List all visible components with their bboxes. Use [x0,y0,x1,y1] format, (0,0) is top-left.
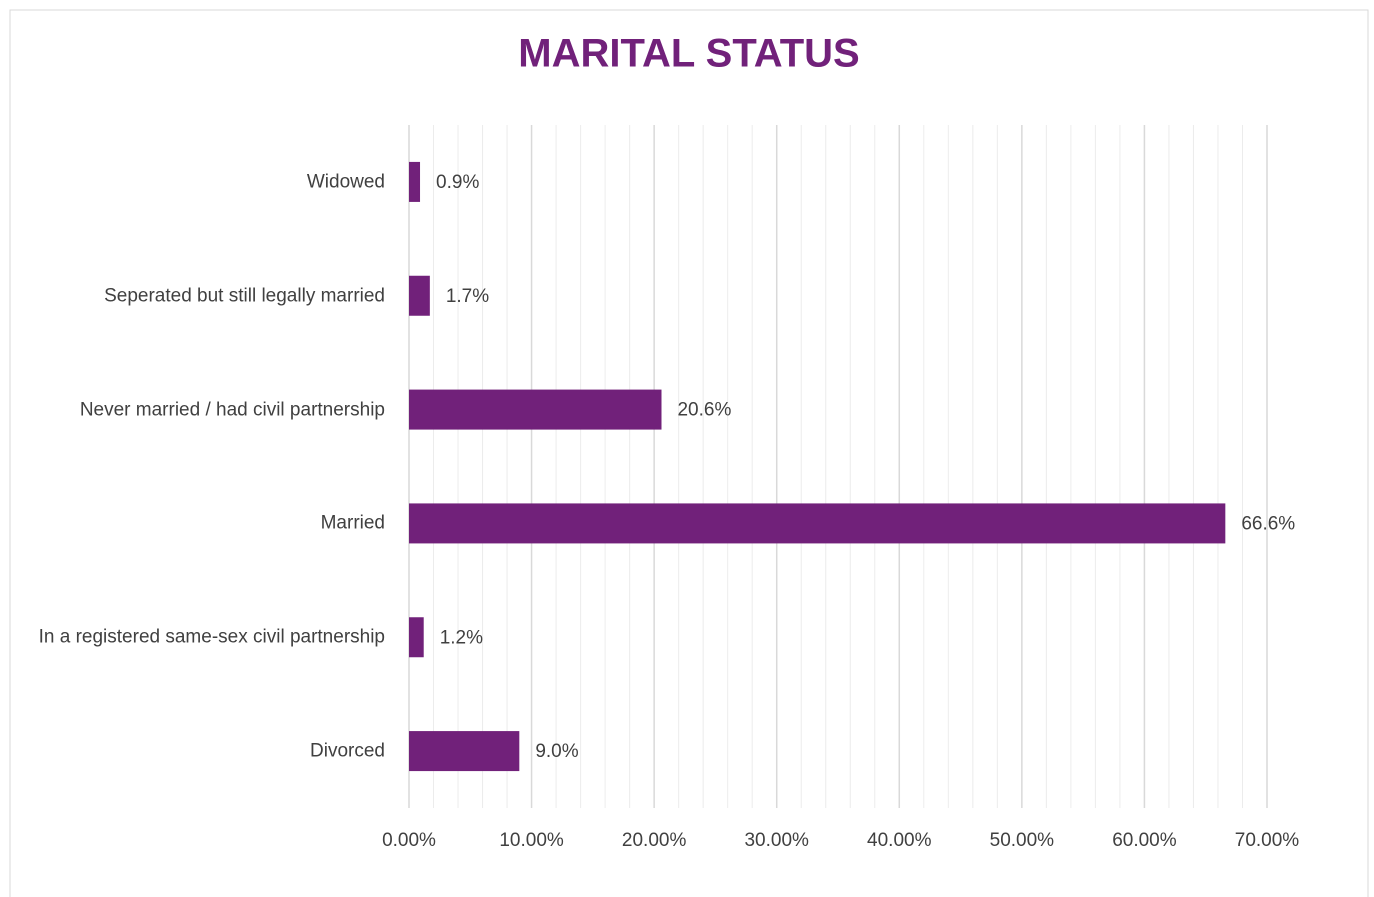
value-label: 0.9% [436,172,479,193]
chart-border [9,9,1369,897]
x-tick-label: 60.00% [1112,830,1177,851]
x-tick-label: 40.00% [867,830,932,851]
x-tick-label: 50.00% [990,830,1055,851]
x-tick-label: 0.00% [382,830,436,851]
x-tick-label: 10.00% [499,830,564,851]
x-tick-label: 20.00% [622,830,687,851]
y-tick-label: Widowed [306,171,385,193]
value-label: 20.6% [677,400,731,421]
value-label: 1.7% [446,286,489,307]
bar [409,275,430,316]
chart-title: MARITAL STATUS [518,32,859,76]
value-label: 9.0% [535,741,578,762]
y-tick-label: Divorced [310,740,385,762]
y-tick-label: Seperated but still legally married [104,285,385,307]
value-label: 66.6% [1241,513,1295,534]
x-tick-label: 70.00% [1235,830,1300,851]
bar [409,731,520,772]
y-tick-label: Never married / had civil partnership [79,399,385,421]
y-tick-label: In a registered same-sex civil partnersh… [38,626,385,648]
y-tick-label: Married [320,512,385,534]
bar [409,503,1226,544]
x-tick-label: 30.00% [744,830,809,851]
bar [409,161,421,202]
bar [409,617,424,658]
value-label: 1.2% [440,627,483,648]
bar [409,389,662,430]
